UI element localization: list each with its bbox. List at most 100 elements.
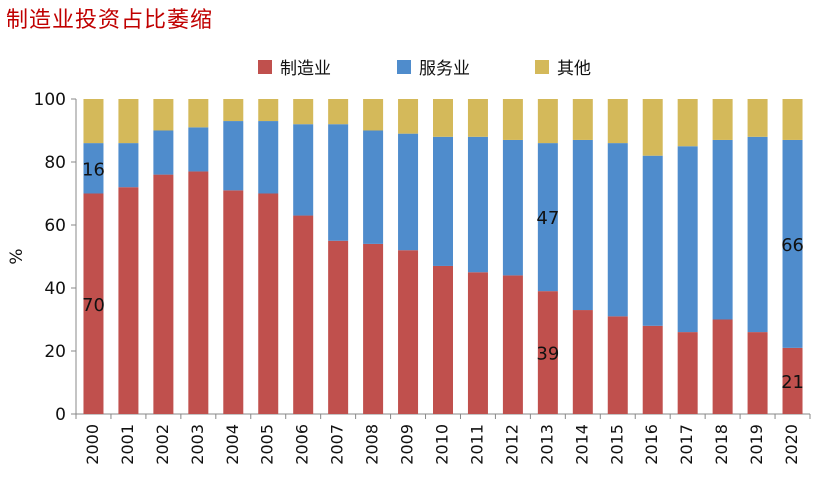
bar-segment (188, 127, 209, 172)
x-tick-label: 2005 (258, 424, 277, 465)
legend-swatch (535, 60, 549, 74)
bar-segment (712, 319, 733, 414)
data-label: 66 (781, 235, 804, 256)
bar-segment (607, 316, 628, 414)
bar-segment (293, 215, 314, 414)
bar-segment (572, 310, 593, 414)
x-tick-label: 2014 (572, 424, 591, 465)
x-tick-label: 2003 (188, 424, 207, 465)
bar-segment (747, 136, 768, 333)
data-labels: 70 16 39 47 21 66 (82, 159, 804, 393)
x-tick-label: 2013 (537, 424, 556, 465)
x-tick-label: 2017 (677, 424, 696, 465)
y-tick-label: 20 (44, 342, 66, 362)
bar-segment (223, 121, 244, 191)
x-tick-label: 2018 (712, 424, 731, 465)
x-tick-label: 2007 (328, 424, 347, 465)
bar-segment (467, 136, 488, 273)
y-tick-label: 100 (34, 90, 66, 110)
bar-segment (363, 99, 384, 131)
x-tick-label: 2002 (153, 424, 172, 465)
bar-segment (642, 155, 663, 326)
page-title: 制造业投资占比萎缩 (6, 8, 214, 33)
bar-segment (782, 347, 803, 414)
bar-segment (118, 99, 139, 144)
x-tick-label: 2004 (223, 424, 242, 465)
bar-segment (258, 193, 279, 414)
bar-segment (433, 136, 453, 266)
bar-segment (677, 146, 698, 333)
bar-segment (642, 325, 663, 414)
bar-segment (677, 99, 698, 147)
bar-segment (398, 99, 419, 134)
x-tick-label: 2016 (642, 424, 661, 465)
bar-segment (223, 99, 244, 122)
bar-segment (607, 143, 628, 317)
data-label: 39 (536, 344, 559, 365)
bar-segment (712, 99, 733, 140)
bar-segment (747, 332, 768, 414)
bar-segment (572, 99, 593, 140)
bar-segment (433, 265, 453, 414)
bar-segment (118, 143, 139, 188)
axes: 0 20 40 60 80 100 2000 2001 2002 2003 2004 2005 2006… (7, 90, 811, 465)
bar-segment (118, 187, 139, 414)
x-tick-label: 2012 (502, 424, 521, 465)
y-tick-label: 80 (44, 153, 66, 173)
legend-label: 其他 (557, 59, 591, 79)
bar-segment (398, 133, 419, 251)
bar-segment (607, 99, 628, 144)
x-tick-label: 2006 (293, 424, 312, 465)
bar-segment (258, 99, 279, 122)
bar-segment (153, 130, 174, 175)
bar-segment (537, 143, 558, 292)
bar-segment (537, 291, 558, 414)
x-tick-label: 2001 (118, 424, 137, 465)
y-tick-label: 40 (44, 279, 66, 299)
x-tick-label: 2000 (83, 424, 102, 465)
bar-segment (747, 99, 768, 137)
bar-segment (188, 99, 209, 128)
data-label: 21 (781, 372, 804, 393)
legend-label: 制造业 (280, 59, 331, 79)
bar-segment (83, 143, 104, 194)
legend: 制造业 服务业 其他 (258, 59, 591, 79)
bar-segment (328, 124, 349, 241)
x-tick-label: 2015 (607, 424, 626, 465)
bar-segment (328, 240, 349, 414)
bar-segment (642, 99, 663, 156)
x-tick-label: 2009 (398, 424, 417, 465)
bar-segment (537, 99, 558, 144)
bar-segment (83, 193, 104, 414)
x-tick-label: 2020 (782, 424, 801, 465)
legend-swatch (397, 60, 411, 74)
bar-segment (712, 139, 733, 320)
bar-segment (363, 130, 384, 244)
data-label: 47 (536, 208, 559, 229)
x-tick-label: 2019 (747, 424, 766, 465)
bar-segment (188, 171, 209, 414)
bar-segment (363, 243, 384, 414)
bar-segment (153, 99, 174, 131)
data-label: 70 (82, 295, 105, 316)
bar-segment (782, 99, 803, 140)
data-label: 16 (82, 159, 105, 180)
x-tick-label: 2011 (467, 424, 486, 465)
y-axis-label: % (7, 248, 27, 264)
bar-segment (328, 99, 349, 125)
x-tick-label: 2008 (363, 424, 382, 465)
bar-segment (572, 139, 593, 311)
bar-segment (677, 332, 698, 414)
bars (83, 99, 803, 414)
bar-segment (433, 99, 453, 137)
bar-segment (467, 272, 488, 414)
bar-segment (782, 139, 803, 348)
bar-segment (502, 99, 523, 140)
bar-segment (223, 190, 244, 414)
y-tick-label: 60 (44, 216, 66, 236)
x-tick-label: 2010 (433, 424, 452, 465)
bar-segment (398, 250, 419, 414)
bar-segment (293, 124, 314, 216)
bar-segment (258, 121, 279, 194)
